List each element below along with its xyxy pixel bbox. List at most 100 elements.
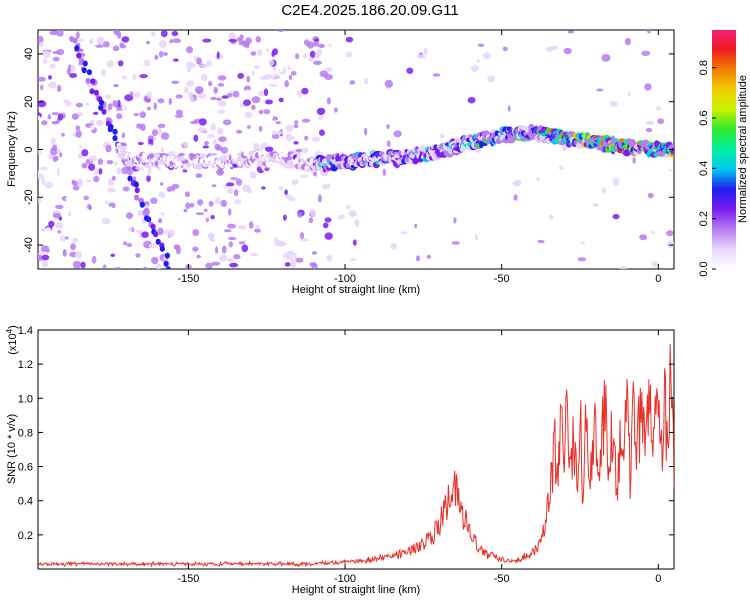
noise-speckle <box>386 140 391 147</box>
colorbar-tick-label: 0.0 <box>698 261 710 276</box>
y-tick-label: 0.8 <box>18 427 33 439</box>
noise-speckle <box>257 90 266 96</box>
x-tick-label: -150 <box>177 573 199 585</box>
noise-speckle <box>513 194 518 201</box>
noise-speckle <box>139 111 147 119</box>
noise-speckle <box>160 147 164 153</box>
noise-speckle <box>548 214 554 220</box>
noise-speckle <box>186 68 192 73</box>
noise-speckle <box>309 262 317 267</box>
noise-speckle <box>201 44 210 53</box>
noise-speckle <box>56 84 62 93</box>
noise-speckle <box>116 167 122 175</box>
streak-blob <box>165 266 171 269</box>
noise-speckle <box>154 54 159 60</box>
noise-speckle <box>69 73 78 78</box>
noise-speckle <box>45 227 52 235</box>
noise-speckle <box>101 69 107 76</box>
noise-speckle <box>393 130 402 138</box>
noise-speckle <box>169 39 174 44</box>
noise-speckle <box>657 118 665 125</box>
noise-speckle <box>279 64 284 73</box>
noise-speckle <box>186 61 194 70</box>
noise-speckle <box>290 71 297 76</box>
noise-speckle <box>666 230 674 237</box>
noise-speckle <box>251 172 257 179</box>
noise-speckle <box>148 243 158 249</box>
noise-speckle <box>57 168 60 176</box>
noise-speckle <box>650 47 659 54</box>
noise-speckle <box>151 129 158 137</box>
noise-speckle <box>294 120 299 125</box>
noise-speckle <box>184 191 191 198</box>
noise-speckle <box>504 241 509 246</box>
noise-speckle <box>293 252 297 260</box>
streak-blob <box>134 187 140 194</box>
noise-speckle <box>280 241 287 246</box>
colorbar-title: Normalized spectral amplitude <box>737 75 749 223</box>
noise-speckle <box>61 132 65 137</box>
noise-speckle <box>113 30 120 36</box>
noise-speckle <box>157 227 164 236</box>
noise-speckle <box>121 132 126 139</box>
noise-speckle <box>300 238 309 242</box>
noise-speckle <box>106 60 115 68</box>
noise-speckle <box>384 79 393 88</box>
noise-speckle <box>290 257 294 263</box>
noise-speckle <box>645 127 653 133</box>
noise-speckle <box>186 46 193 54</box>
noise-speckle <box>250 51 257 56</box>
noise-speckle <box>528 54 535 60</box>
snr-scale-exponent: 4 <box>5 328 14 333</box>
noise-speckle <box>312 171 318 177</box>
noise-speckle <box>137 209 143 217</box>
y-tick-label: 0.6 <box>18 462 33 474</box>
noise-speckle <box>322 222 329 229</box>
noise-speckle <box>311 251 318 255</box>
streak-blob <box>89 88 95 95</box>
noise-speckle <box>205 213 210 219</box>
streak-blob <box>82 60 88 67</box>
noise-speckle <box>326 97 331 105</box>
noise-speckle <box>212 138 218 146</box>
noise-speckle <box>216 109 226 114</box>
noise-speckle <box>641 96 646 102</box>
noise-speckle <box>202 38 212 43</box>
noise-speckle <box>252 113 258 120</box>
streak-blob <box>78 57 84 64</box>
noise-speckle <box>218 101 226 107</box>
noise-speckle <box>276 130 284 136</box>
noise-speckle <box>196 254 201 259</box>
noise-speckle <box>216 51 220 59</box>
x-tick-label: -100 <box>334 573 356 585</box>
noise-speckle <box>196 57 203 65</box>
noise-speckle <box>301 118 311 123</box>
noise-speckle <box>49 63 56 69</box>
noise-speckle <box>147 168 151 175</box>
noise-speckle <box>151 90 160 96</box>
noise-speckle <box>72 180 79 187</box>
noise-speckle <box>38 35 44 44</box>
noise-speckle <box>59 235 67 242</box>
noise-speckle <box>183 208 188 213</box>
noise-speckle <box>102 264 107 269</box>
noise-speckle <box>319 70 329 78</box>
noise-speckle <box>230 177 238 181</box>
noise-speckle <box>93 234 101 241</box>
noise-speckle <box>160 30 168 38</box>
noise-speckle <box>168 136 174 140</box>
y-tick-label: 20 <box>23 96 35 108</box>
noise-speckle <box>263 109 271 115</box>
noise-speckle <box>167 126 172 131</box>
noise-speckle <box>66 94 76 102</box>
noise-speckle <box>217 127 224 135</box>
streak-blob <box>159 245 165 252</box>
noise-speckle <box>218 136 227 143</box>
noise-speckle <box>184 86 189 94</box>
colorbar-tick-label: 0.2 <box>698 211 710 226</box>
noise-speckle <box>266 114 274 121</box>
noise-speckle <box>217 75 227 81</box>
spectrogram-heatmap <box>38 30 674 269</box>
noise-speckle <box>159 40 167 48</box>
noise-speckle <box>38 197 42 203</box>
